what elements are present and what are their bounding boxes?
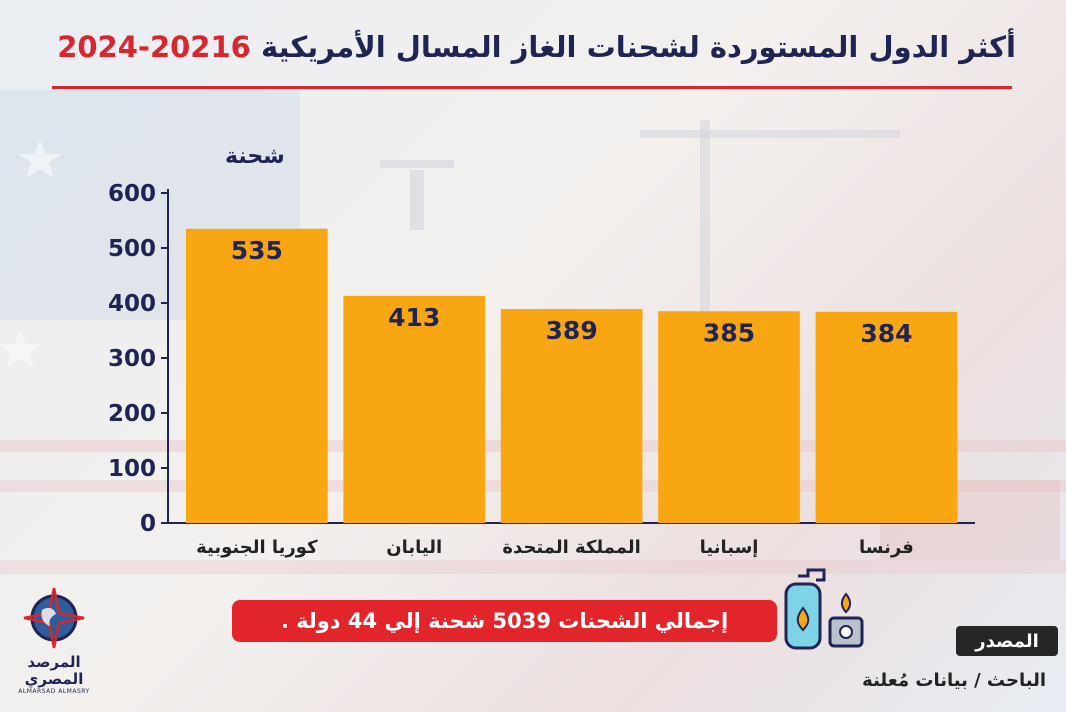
bar <box>186 228 328 523</box>
almarsad-logo: المرصد المصري ALMARSAD ALMASRY <box>18 586 90 695</box>
x-category-label: فرنسا <box>859 537 914 558</box>
x-category-label: كوريا الجنوبية <box>196 537 318 558</box>
bar-value-label: 385 <box>703 318 755 347</box>
y-tick-label: 600 <box>108 181 156 207</box>
title-years: 20216-2024 <box>57 30 251 64</box>
y-tick-label: 300 <box>108 346 156 372</box>
y-tick-label: 200 <box>108 401 156 427</box>
bar-value-label: 389 <box>546 316 598 345</box>
source-label: المصدر <box>956 626 1058 656</box>
bar <box>815 311 958 523</box>
x-category-label: المملكة المتحدة <box>502 537 640 558</box>
logo-name-line1: المرصد <box>27 653 81 671</box>
gas-cylinder-icon <box>784 568 864 650</box>
bar-value-label: 413 <box>388 303 440 332</box>
logo-latin: ALMARSAD ALMASRY <box>18 688 90 695</box>
bar-value-label: 535 <box>231 236 283 265</box>
x-category-label: إسبانيا <box>700 537 759 558</box>
logo-name-line2: المصري <box>24 670 84 688</box>
source-text: الباحث / بيانات مُعلنة <box>862 670 1046 691</box>
bar <box>500 309 643 523</box>
title-main: أكثر الدول المستوردة لشحنات الغاز المسال… <box>260 30 1016 64</box>
x-category-label: اليابان <box>386 537 442 558</box>
total-shipments-banner: إجمالي الشحنات 5039 شحنة إلي 44 دولة . <box>232 600 777 642</box>
bar <box>343 295 486 523</box>
title-divider <box>52 86 1012 89</box>
y-tick-label: 100 <box>108 456 156 482</box>
bar-value-label: 384 <box>860 319 912 348</box>
y-tick-label: 500 <box>108 236 156 262</box>
globe-compass-icon <box>23 587 85 649</box>
y-axis-label: شحنة <box>225 144 285 169</box>
bar <box>658 311 800 523</box>
y-tick-label: 0 <box>140 511 156 537</box>
y-tick-label: 400 <box>108 291 156 317</box>
chart-title: أكثر الدول المستوردة لشحنات الغاز المسال… <box>40 22 1016 72</box>
